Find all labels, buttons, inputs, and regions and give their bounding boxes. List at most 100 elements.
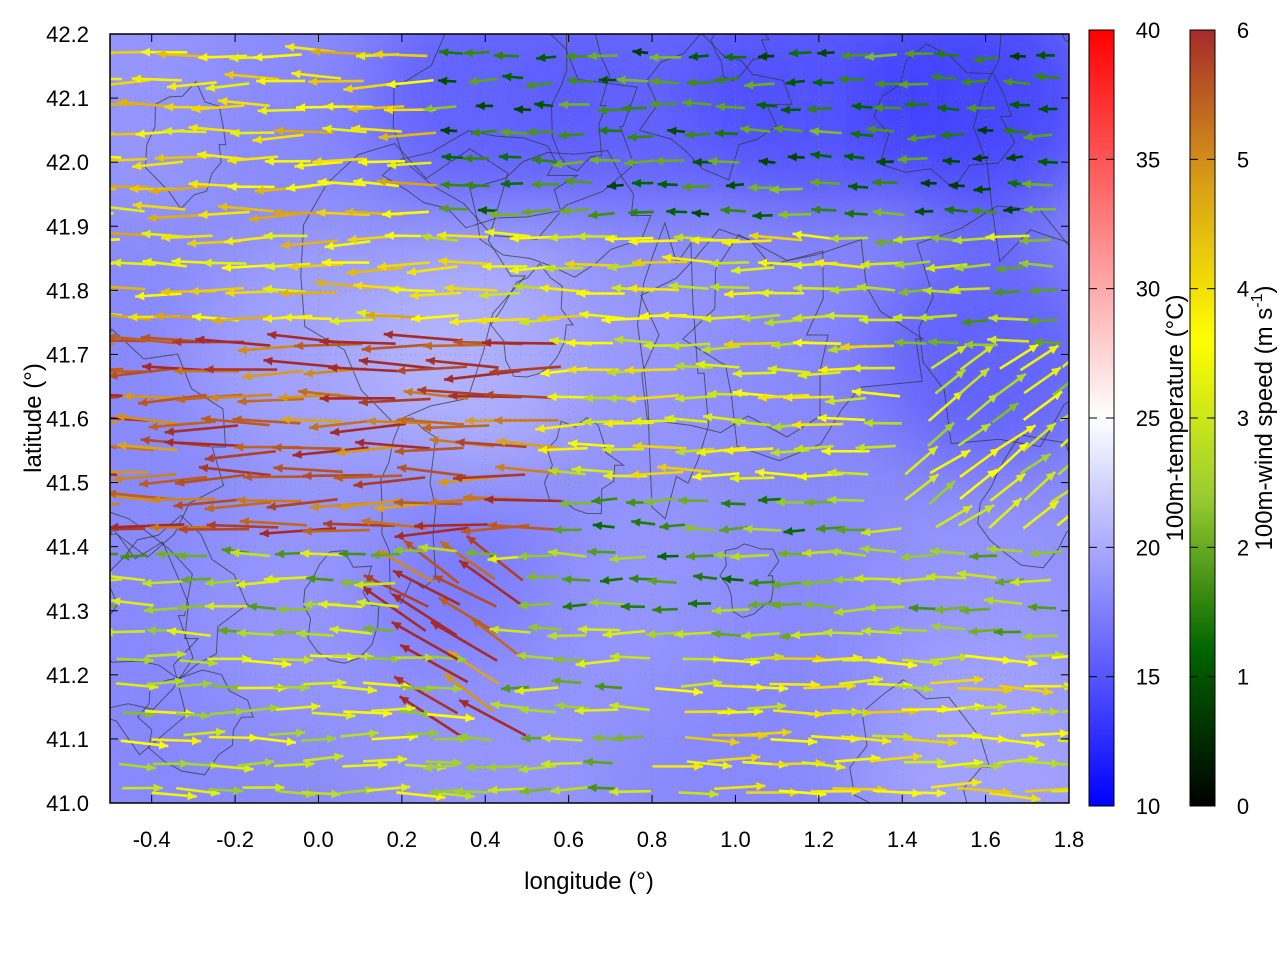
y-tick-label: 41.6	[46, 407, 89, 432]
wind-vector-130	[303, 678, 347, 688]
wind-vector-179	[869, 659, 918, 670]
wind-vector-147	[839, 675, 884, 686]
wind-vector-419	[567, 439, 615, 449]
wind-vector-510	[489, 365, 562, 376]
wind-vector-894	[904, 49, 934, 58]
wind-vector-387	[547, 466, 586, 476]
wind-vector-892	[840, 51, 869, 61]
wind-vector-248	[110, 577, 123, 582]
wind-vector-837	[110, 77, 123, 81]
y-tick-label: 42.2	[46, 22, 89, 47]
wind-vector-716	[148, 185, 209, 196]
wind-vector-781	[252, 133, 304, 144]
wind-vector-599	[389, 285, 436, 295]
wind-vector-548	[723, 339, 779, 349]
wind-vector-879	[438, 48, 463, 57]
wind-vector-74	[457, 732, 493, 742]
wind-vector-753	[358, 157, 405, 167]
wind-vector-860	[812, 78, 834, 87]
wind-vector-123	[1061, 709, 1069, 714]
wind-vector-859	[785, 77, 806, 87]
wind-vector-554	[927, 337, 959, 347]
wind-vector-827	[756, 101, 778, 110]
wind-vector-412	[335, 445, 398, 457]
wind-vector-303	[828, 547, 867, 558]
wind-vector-56	[903, 757, 946, 767]
wind-vector-411	[292, 446, 369, 459]
wind-vector-402	[1057, 463, 1069, 476]
wind-vector-752	[312, 157, 365, 166]
wind-vector-414	[394, 446, 464, 456]
wind-vector-62	[120, 739, 169, 750]
wind-vector-591	[135, 291, 182, 301]
wind-vector-163	[366, 654, 401, 664]
wind-vector-633	[482, 262, 528, 271]
wind-vector-509	[443, 369, 521, 383]
wind-vector-380	[302, 471, 373, 481]
wind-vector-736	[809, 178, 840, 187]
wind-vector-529	[110, 332, 176, 345]
wind-vector-638	[632, 258, 688, 267]
wind-vector-630	[377, 261, 430, 271]
wind-vector-538	[383, 330, 460, 342]
wind-vector-214	[968, 626, 1000, 636]
y-tick-label: 41.3	[46, 599, 89, 624]
wind-vector-305	[900, 552, 935, 562]
wind-vector-605	[576, 289, 625, 298]
wind-vector-468	[137, 393, 207, 407]
wind-vector-377	[198, 463, 271, 477]
wind-vector-382	[353, 476, 426, 489]
wind-vector-862	[875, 79, 903, 89]
wind-vector-295	[587, 547, 616, 557]
wind-vector-241	[833, 606, 872, 617]
wind-vector-352	[393, 498, 463, 507]
wind-vector-741	[973, 185, 991, 194]
wind-vector-363	[775, 497, 810, 507]
wind-vector-385	[452, 473, 526, 483]
contour-line	[110, 328, 227, 559]
wind-vector-210	[823, 628, 864, 637]
wind-vector-213	[930, 622, 966, 632]
wind-vector-897	[1010, 51, 1026, 61]
wind-vector-152	[999, 684, 1054, 696]
wind-vector-238	[748, 600, 779, 609]
wind-vector-493	[995, 372, 1027, 397]
wind-vector-617	[949, 285, 990, 294]
wind-vector-635	[544, 264, 584, 273]
wind-vector-840	[166, 81, 217, 91]
wind-vector-787	[470, 128, 497, 137]
wind-vector-836	[1038, 104, 1058, 114]
wind-vector-48	[652, 762, 704, 771]
wind-vector-685	[147, 213, 207, 223]
wind-vector-135	[399, 643, 469, 684]
wind-vector-658	[280, 239, 339, 250]
wind-vector-522	[930, 344, 968, 370]
wind-vector-802	[940, 130, 965, 140]
wind-vector-313	[149, 523, 216, 532]
wind-vector-490	[851, 387, 901, 398]
wind-vector-514	[624, 365, 678, 375]
y-tick-label: 41.5	[46, 471, 89, 496]
wind-vector-631	[406, 265, 458, 276]
wind-vector-422	[675, 447, 715, 456]
wind-vector-850	[502, 72, 524, 82]
wind-vector-275	[926, 572, 967, 582]
wind-vector-842	[224, 70, 280, 81]
wind-vector-369	[989, 472, 1027, 502]
wind-vector-686	[198, 210, 250, 219]
wind-vector-413	[354, 438, 430, 450]
wind-vector-137	[500, 683, 529, 693]
wind-vector-863	[898, 80, 929, 89]
wind-vector-166	[391, 620, 459, 661]
wind-vector-418	[537, 445, 588, 455]
wind-vector-408	[204, 449, 276, 463]
wind-vector-878	[373, 50, 428, 59]
wind-vector-345	[173, 498, 244, 510]
wind-vector-200	[527, 623, 562, 632]
wind-vector-620	[110, 261, 115, 265]
wind-vector-669	[628, 237, 678, 246]
wind-vector-207	[741, 631, 780, 640]
wind-vector-503	[263, 356, 340, 369]
wind-vector-825	[681, 98, 712, 108]
wind-vector-273	[854, 574, 896, 583]
